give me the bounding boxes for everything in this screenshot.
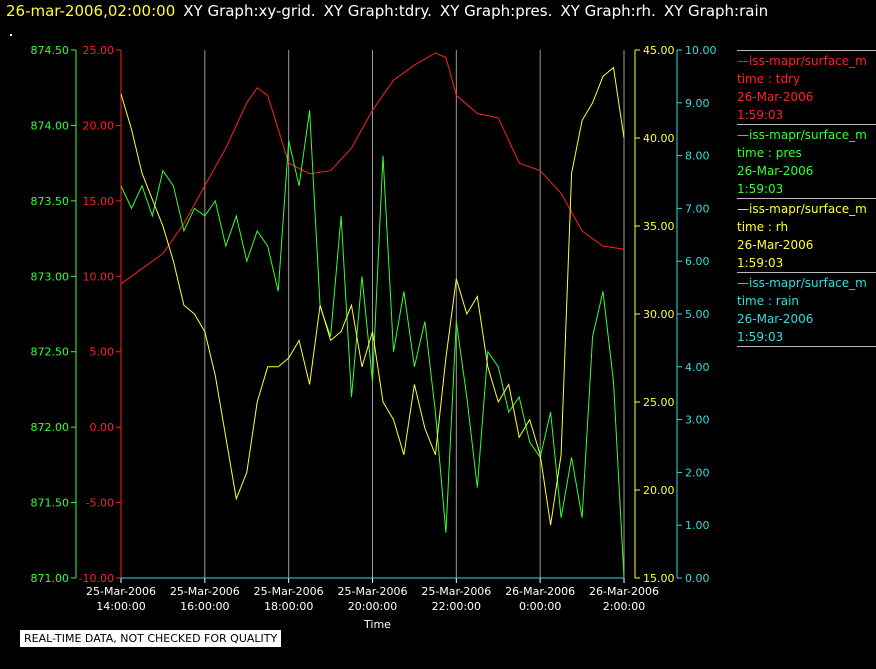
y-tick-label-tdry: 10.00 [83, 270, 115, 283]
legend-field: time : tdry [737, 72, 801, 86]
y-tick-label-pres: 871.50 [31, 497, 70, 510]
x-tick-label: 20:00:00 [348, 600, 397, 613]
y-tick-label-rain: 9.00 [685, 97, 710, 110]
legend-name: —iss-mapr/surface_m [737, 202, 867, 216]
x-tick-label: 25-Mar-2006 [170, 585, 240, 598]
y-tick-label-rh: 15.00 [643, 572, 675, 585]
y-tick-label-rh: 45.00 [643, 44, 675, 57]
x-tick-label: 2:00:00 [603, 600, 645, 613]
header-timestamp: 26-mar-2006,02:00:00 [6, 2, 176, 20]
legend-field: time : pres [737, 146, 802, 160]
y-tick-label-rh: 40.00 [643, 132, 675, 145]
y-tick-label-rain: 3.00 [685, 414, 710, 427]
y-tick-label-rh: 20.00 [643, 484, 675, 497]
graph-title-xy-grid: XY Graph:xy-grid. [183, 2, 316, 20]
graph-title-tdry: XY Graph:tdry. [323, 2, 432, 20]
legend-entry-rh: —iss-mapr/surface_m time : rh 26-Mar-200… [737, 198, 876, 272]
y-tick-label-pres: 873.00 [31, 270, 70, 283]
y-tick-label-pres: 873.50 [31, 195, 70, 208]
legend-time: 1:59:03 [737, 330, 784, 344]
y-tick-label-rain: 8.00 [685, 150, 710, 163]
quality-notice: REAL-TIME DATA, NOT CHECKED FOR QUALITY [20, 630, 282, 647]
legend-name: —iss-mapr/surface_m [737, 276, 867, 290]
y-tick-label-rain: 7.00 [685, 202, 710, 215]
x-tick-label: 25-Mar-2006 [86, 585, 156, 598]
y-tick-label-tdry: 25.00 [83, 44, 115, 57]
chart-header: 26-mar-2006,02:00:00 XY Graph:xy-grid. XY … [6, 2, 768, 20]
y-tick-label-rain: 1.00 [685, 519, 710, 532]
y-tick-label-tdry: -5.00 [86, 497, 114, 510]
legend-field: time : rain [737, 294, 800, 308]
legend-date: 26-Mar-2006 [737, 164, 814, 178]
legend-entry-tdry: —iss-mapr/surface_m time : tdry 26-Mar-2… [737, 50, 876, 124]
legend-time: 1:59:03 [737, 108, 784, 122]
y-tick-label-tdry: 15.00 [83, 195, 115, 208]
y-tick-label-pres: 872.50 [31, 346, 70, 359]
y-tick-label-rh: 30.00 [643, 308, 675, 321]
graph-title-pres: XY Graph:pres. [439, 2, 553, 20]
y-tick-label-rh: 35.00 [643, 220, 675, 233]
y-tick-label-rh: 25.00 [643, 396, 675, 409]
x-tick-label: 25-Mar-2006 [254, 585, 324, 598]
x-tick-label: 25-Mar-2006 [338, 585, 408, 598]
y-tick-label-rain: 6.00 [685, 255, 710, 268]
y-tick-label-rain: 0.00 [685, 572, 710, 585]
y-tick-label-rain: 10.00 [685, 44, 717, 57]
y-tick-label-pres: 874.00 [31, 119, 70, 132]
legend-date: 26-Mar-2006 [737, 90, 814, 104]
legend-time: 1:59:03 [737, 182, 784, 196]
legend-entry-pres: —iss-mapr/surface_m time : pres 26-Mar-2… [737, 124, 876, 198]
legend-date: 26-Mar-2006 [737, 238, 814, 252]
y-tick-label-rain: 4.00 [685, 361, 710, 374]
y-tick-label-pres: 874.50 [31, 44, 70, 57]
x-tick-label: 26-Mar-2006 [505, 585, 575, 598]
legend-name: —iss-mapr/surface_m [737, 128, 867, 142]
series-line-tdry [120, 52, 625, 285]
series-line-rh [120, 66, 625, 526]
y-tick-label-rain: 2.00 [685, 466, 710, 479]
graph-title-rh: XY Graph:rh. [560, 2, 656, 20]
legend-date: 26-Mar-2006 [737, 312, 814, 326]
x-tick-label: 16:00:00 [180, 600, 229, 613]
y-tick-label-pres: 871.00 [31, 572, 70, 585]
x-tick-label: 18:00:00 [264, 600, 313, 613]
y-tick-label-tdry: 20.00 [83, 119, 115, 132]
y-tick-label-tdry: -10.00 [79, 572, 114, 585]
legend: —iss-mapr/surface_m time : tdry 26-Mar-2… [737, 50, 876, 347]
x-axis-label: Time [363, 618, 391, 631]
legend-field: time : rh [737, 220, 789, 234]
graph-title-rain: XY Graph:rain [663, 2, 769, 20]
legend-entry-rain: —iss-mapr/surface_m time : rain 26-Mar-2… [737, 272, 876, 347]
y-tick-label-tdry: 5.00 [90, 346, 115, 359]
marker-dot [10, 34, 12, 36]
x-tick-label: 22:00:00 [432, 600, 481, 613]
x-tick-label: 25-Mar-2006 [421, 585, 491, 598]
legend-name: —iss-mapr/surface_m [737, 54, 867, 68]
x-tick-label: 26-Mar-2006 [589, 585, 659, 598]
y-tick-label-rain: 5.00 [685, 308, 710, 321]
y-tick-label-tdry: 0.00 [90, 421, 115, 434]
legend-time: 1:59:03 [737, 256, 784, 270]
x-tick-label: 0:00:00 [519, 600, 561, 613]
y-tick-label-pres: 872.00 [31, 421, 70, 434]
x-tick-label: 14:00:00 [96, 600, 145, 613]
